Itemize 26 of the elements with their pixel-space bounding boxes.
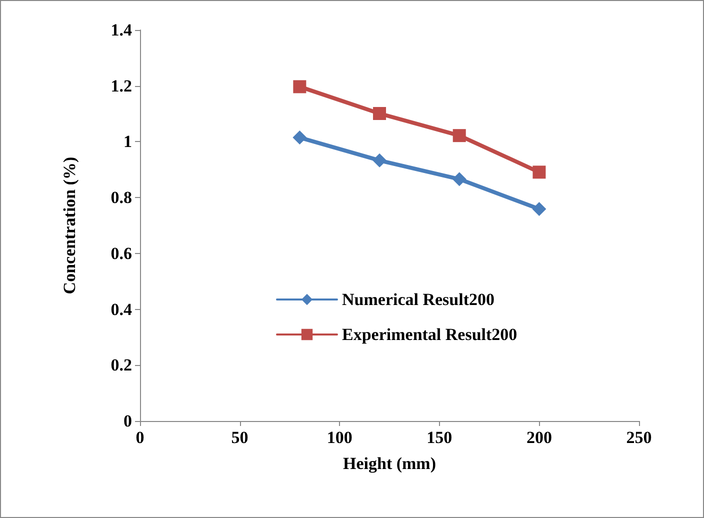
y-tick-label: 1 bbox=[124, 132, 132, 152]
y-tick-label: 0 bbox=[124, 412, 132, 430]
x-tick-label: 200 bbox=[526, 428, 552, 447]
y-tick-label: 1.4 bbox=[110, 20, 132, 40]
point bbox=[452, 129, 466, 142]
y-tick-label: 0.6 bbox=[110, 244, 132, 263]
y-axis-title: Concentration (%) bbox=[60, 156, 79, 294]
point bbox=[372, 153, 387, 168]
legend-label: Experimental Result200 bbox=[342, 325, 518, 344]
y-tick-label: 0.4 bbox=[110, 300, 132, 319]
y-tick-label: 0.8 bbox=[110, 188, 132, 208]
point bbox=[532, 166, 546, 179]
point bbox=[373, 107, 386, 120]
legend-label: Numerical Result200 bbox=[342, 290, 495, 309]
point bbox=[292, 130, 307, 145]
point bbox=[532, 202, 546, 216]
y-tick-label: 1.2 bbox=[110, 76, 132, 96]
point bbox=[293, 80, 306, 94]
x-tick-label: 50 bbox=[231, 428, 248, 447]
x-tick-label: 250 bbox=[626, 428, 652, 447]
x-tick-label: 150 bbox=[426, 428, 452, 447]
x-tick-label: 0 bbox=[136, 428, 144, 447]
point bbox=[452, 172, 466, 186]
x-tick-label: 100 bbox=[326, 428, 352, 447]
x-axis-title: Height (mm) bbox=[342, 454, 436, 473]
y-tick-label: 0.2 bbox=[110, 356, 132, 375]
